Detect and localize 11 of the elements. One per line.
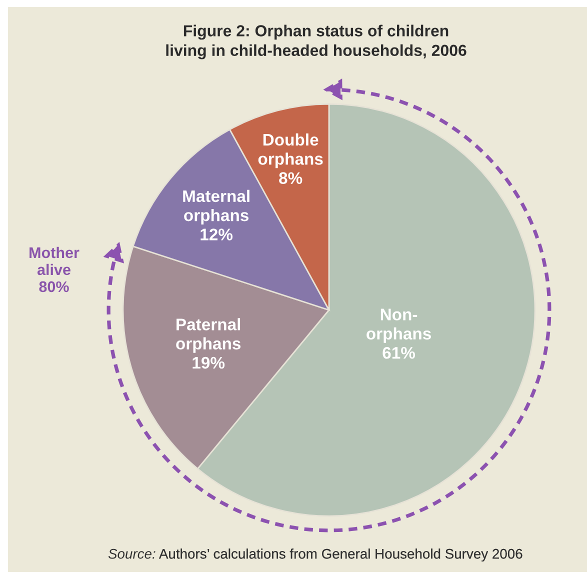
data-label: 61% bbox=[382, 346, 416, 359]
slice-label: Double orphans bbox=[258, 133, 323, 168]
data-label: 19% bbox=[192, 356, 225, 369]
text: Mother alive 80% bbox=[30, 246, 80, 292]
slice-label: Non- orphans bbox=[366, 308, 431, 343]
data-label: 8% bbox=[279, 172, 302, 184]
source-note: Source: Authors’ calculations from General Household Survey 2006 bbox=[108, 548, 522, 562]
slice-label: Maternal orphans bbox=[183, 190, 250, 225]
slice-label: Paternal orphans bbox=[176, 318, 241, 353]
chart-title: Figure 2: Orphan status of children living in child-headed households, 2006 bbox=[166, 24, 466, 60]
data-label: 12% bbox=[200, 228, 233, 240]
